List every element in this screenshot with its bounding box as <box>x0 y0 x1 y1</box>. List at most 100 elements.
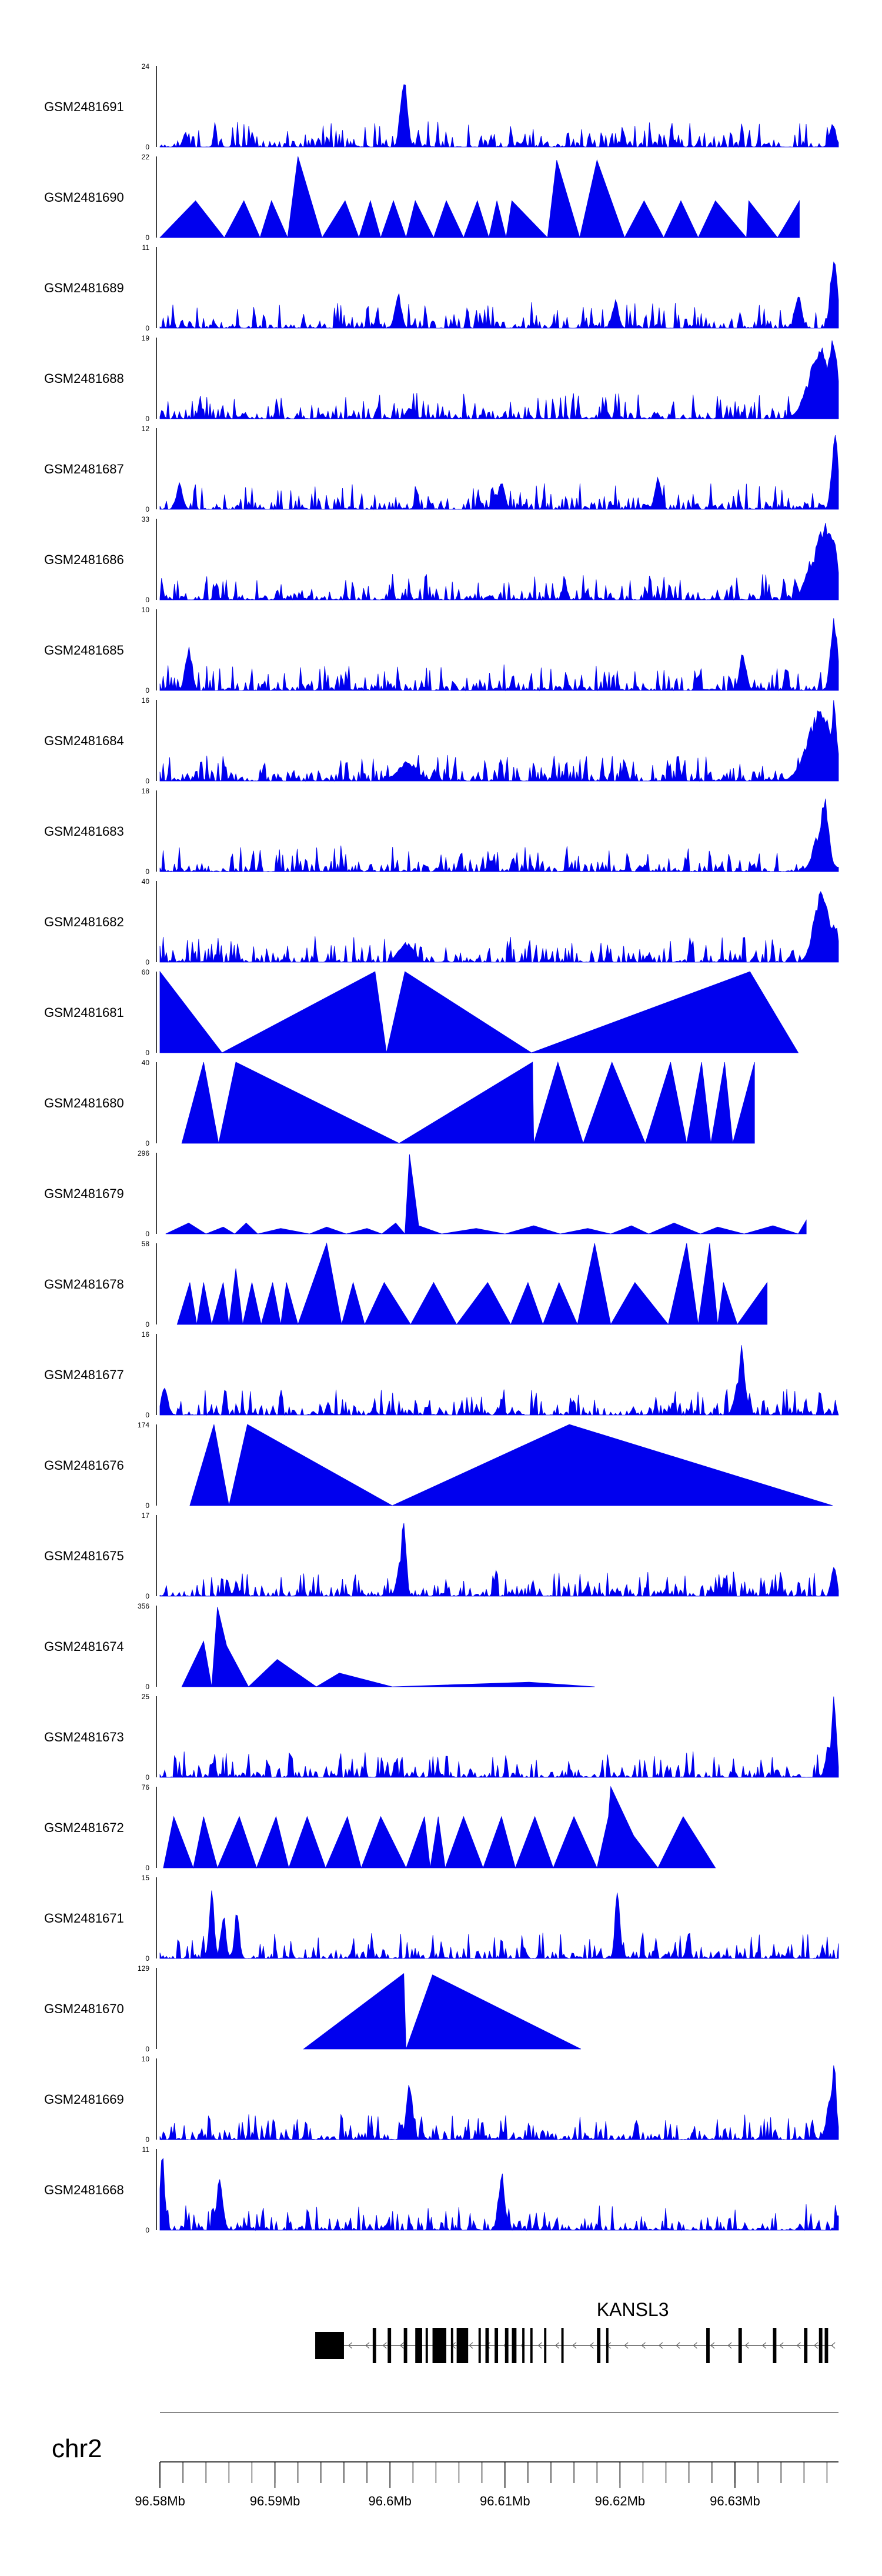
exon <box>561 2328 564 2363</box>
signal-area <box>159 156 800 239</box>
ideogram-track: chr2 <box>52 2412 838 2463</box>
track-ymax-label: 40 <box>142 877 150 886</box>
signal-area <box>165 1154 807 1235</box>
track-ymax-label: 18 <box>142 787 150 795</box>
exon <box>450 2328 453 2363</box>
strand-arrow <box>693 2342 697 2349</box>
track-ymin-label: 0 <box>145 1954 149 1963</box>
strand-arrow <box>537 2342 542 2349</box>
exon <box>478 2328 481 2363</box>
track-label: GSM2481688 <box>44 371 124 386</box>
axis-tick-label: 96.62Mb <box>595 2494 646 2508</box>
track-GSM2481675: GSM2481675 17 0 <box>44 1511 839 1600</box>
strand-arrow <box>572 2342 577 2349</box>
signal-area <box>159 798 839 873</box>
track-ymax-label: 16 <box>142 696 150 705</box>
track-GSM2481679: GSM2481679 296 0 <box>44 1149 807 1238</box>
signal-area <box>159 1696 839 1778</box>
exon <box>606 2328 609 2363</box>
track-label: GSM2481677 <box>44 1367 124 1382</box>
track-ymax-label: 19 <box>142 334 150 342</box>
track-label: GSM2481684 <box>44 733 124 748</box>
track-GSM2481680: GSM2481680 40 0 <box>44 1059 755 1147</box>
track-ymin-label: 0 <box>145 1049 149 1057</box>
strand-arrow <box>348 2342 353 2349</box>
track-ymin-label: 0 <box>145 1230 149 1238</box>
track-label: GSM2481685 <box>44 643 124 658</box>
chromosome-label: chr2 <box>52 2434 102 2463</box>
track-ymin-label: 0 <box>145 2045 149 2053</box>
signal-tracks: GSM2481691240GSM2481690220GSM2481689110G… <box>44 62 839 2234</box>
track-label: GSM2481671 <box>44 1911 124 1926</box>
track-label: GSM2481673 <box>44 1730 124 1744</box>
strand-arrow <box>813 2342 818 2349</box>
axis-tick-label: 96.63Mb <box>710 2494 760 2508</box>
track-ymin-label: 0 <box>145 596 149 604</box>
exon <box>432 2328 447 2363</box>
track-GSM2481688: GSM2481688 19 0 <box>44 334 839 423</box>
exon <box>505 2328 509 2363</box>
signal-area <box>159 970 799 1053</box>
signal-area <box>163 1786 716 1869</box>
signal-area <box>181 1607 595 1687</box>
track-label: GSM2481675 <box>44 1549 124 1563</box>
track-ymin-label: 0 <box>145 1320 149 1329</box>
track-ymax-label: 24 <box>142 62 150 71</box>
track-ymax-label: 11 <box>142 2145 150 2154</box>
track-GSM2481678: GSM2481678 58 0 <box>44 1240 768 1329</box>
track-ymin-label: 0 <box>145 958 149 966</box>
track-ymax-label: 129 <box>138 1964 149 1973</box>
signal-area <box>159 435 839 510</box>
track-ymin-label: 0 <box>145 1864 149 1872</box>
signal-area <box>159 891 839 963</box>
signal-area <box>159 1345 839 1416</box>
track-ymin-label: 0 <box>145 143 149 151</box>
exon <box>403 2328 407 2363</box>
strand-arrow <box>469 2342 473 2349</box>
exon <box>773 2328 777 2363</box>
track-label: GSM2481668 <box>44 2183 124 2197</box>
track-GSM2481686: GSM2481686 33 0 <box>44 515 839 604</box>
strand-arrow <box>641 2342 646 2349</box>
track-ymin-label: 0 <box>145 2226 149 2234</box>
track-GSM2481685: GSM2481685 10 0 <box>44 606 839 695</box>
track-ymax-label: 25 <box>142 1693 150 1701</box>
track-GSM2481672: GSM2481672 76 0 <box>44 1783 716 1872</box>
track-label: GSM2481686 <box>44 552 124 567</box>
gene-model-track: KANSL3 <box>315 2299 836 2363</box>
track-GSM2481681: GSM2481681 60 0 <box>44 968 799 1057</box>
exon <box>738 2328 742 2363</box>
track-ymax-label: 11 <box>142 243 150 252</box>
track-label: GSM2481676 <box>44 1458 124 1473</box>
track-ymax-label: 17 <box>142 1511 150 1520</box>
track-label: GSM2481680 <box>44 1096 124 1110</box>
track-GSM2481677: GSM2481677 16 0 <box>44 1330 839 1419</box>
track-GSM2481674: GSM2481674 356 0 <box>44 1602 595 1691</box>
exon <box>818 2328 823 2363</box>
track-label: GSM2481678 <box>44 1277 124 1292</box>
genome-axis: 96.58Mb 96.59Mb 96.6Mb 96.61Mb 96.62Mb 96.63M… <box>135 2461 838 2508</box>
signal-area <box>159 84 839 148</box>
track-GSM2481673: GSM2481673 25 0 <box>44 1693 839 1781</box>
signal-area <box>303 1973 582 2050</box>
strand-arrow <box>589 2342 594 2349</box>
track-label: GSM2481691 <box>44 99 124 114</box>
track-ymax-label: 76 <box>142 1783 150 1791</box>
signal-area <box>159 340 839 420</box>
track-label: GSM2481682 <box>44 915 124 929</box>
track-GSM2481676: GSM2481676 174 0 <box>44 1421 833 1510</box>
axis-tick-label: 96.58Mb <box>135 2494 185 2508</box>
exon <box>372 2328 376 2363</box>
exon <box>485 2328 489 2363</box>
exon <box>824 2328 828 2363</box>
exon <box>512 2328 517 2363</box>
signal-area <box>159 618 839 692</box>
strand-arrow <box>727 2342 732 2349</box>
exon <box>544 2328 547 2363</box>
track-label: GSM2481672 <box>44 1820 124 1835</box>
track-ymax-label: 10 <box>142 2055 150 2063</box>
track-GSM2481671: GSM2481671 15 0 <box>44 1874 839 1963</box>
track-label: GSM2481690 <box>44 190 124 205</box>
signal-area <box>159 700 839 782</box>
track-ymin-label: 0 <box>145 324 149 332</box>
